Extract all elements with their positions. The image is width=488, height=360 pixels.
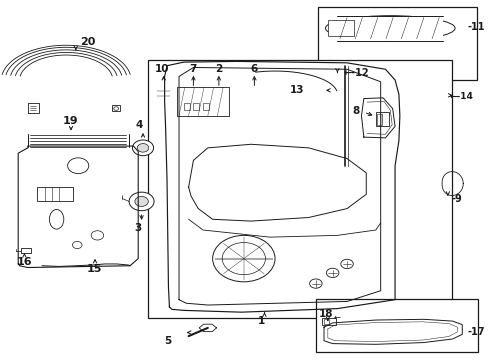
Circle shape: [67, 158, 89, 174]
Bar: [333, 85, 362, 96]
Text: -17: -17: [466, 327, 484, 337]
Text: -9: -9: [451, 194, 462, 203]
Text: 4: 4: [136, 120, 143, 130]
Text: 16: 16: [17, 257, 32, 267]
Bar: [157, 87, 170, 102]
Ellipse shape: [157, 85, 170, 89]
Bar: [322, 318, 336, 325]
Bar: [337, 16, 442, 41]
Bar: [326, 63, 341, 70]
Circle shape: [431, 92, 441, 99]
Bar: [112, 105, 120, 111]
Bar: [211, 89, 226, 97]
Circle shape: [72, 242, 82, 249]
Text: 13: 13: [289, 85, 303, 95]
Circle shape: [114, 107, 118, 111]
Bar: [377, 113, 381, 125]
Bar: [344, 91, 350, 95]
Circle shape: [340, 259, 352, 269]
Bar: [193, 103, 199, 111]
Text: 20: 20: [81, 37, 96, 48]
Circle shape: [249, 90, 258, 96]
Text: 5: 5: [164, 336, 171, 346]
Text: 18: 18: [319, 309, 333, 319]
Bar: [352, 91, 359, 95]
Text: 1: 1: [258, 316, 265, 327]
Bar: [335, 91, 342, 95]
Text: 7: 7: [189, 64, 197, 74]
Circle shape: [309, 279, 322, 288]
Bar: [183, 103, 189, 111]
Circle shape: [129, 192, 154, 211]
Text: 15: 15: [87, 264, 102, 274]
Text: 2: 2: [215, 64, 222, 74]
Text: 8: 8: [352, 106, 359, 116]
Circle shape: [212, 235, 274, 282]
Bar: [187, 89, 199, 98]
Text: -11: -11: [466, 22, 484, 32]
Text: 3: 3: [134, 223, 142, 233]
Text: ←-14: ←-14: [448, 92, 472, 101]
Ellipse shape: [157, 85, 170, 89]
Ellipse shape: [157, 100, 170, 103]
Bar: [213, 90, 224, 96]
Circle shape: [91, 231, 103, 240]
Bar: [315, 299, 477, 352]
Ellipse shape: [49, 210, 63, 229]
Bar: [352, 85, 359, 89]
Bar: [176, 87, 229, 116]
Text: ←-12: ←-12: [343, 68, 368, 78]
Bar: [335, 85, 342, 89]
Bar: [327, 64, 333, 69]
Text: 19: 19: [63, 116, 78, 126]
Bar: [323, 319, 328, 324]
Text: ←: ←: [333, 313, 340, 322]
Bar: [375, 112, 388, 126]
Bar: [37, 187, 73, 202]
Bar: [247, 89, 260, 97]
Circle shape: [132, 140, 153, 156]
Bar: [344, 85, 350, 89]
Ellipse shape: [325, 16, 454, 41]
Circle shape: [189, 90, 197, 96]
Text: 6: 6: [250, 64, 257, 74]
Bar: [203, 103, 208, 111]
Circle shape: [135, 197, 148, 206]
Bar: [147, 60, 451, 318]
Bar: [20, 248, 31, 253]
Text: 10: 10: [155, 64, 169, 74]
Bar: [318, 7, 476, 80]
Circle shape: [137, 144, 148, 152]
Circle shape: [326, 268, 338, 278]
Circle shape: [426, 87, 447, 103]
Bar: [327, 20, 353, 36]
Circle shape: [222, 243, 265, 275]
